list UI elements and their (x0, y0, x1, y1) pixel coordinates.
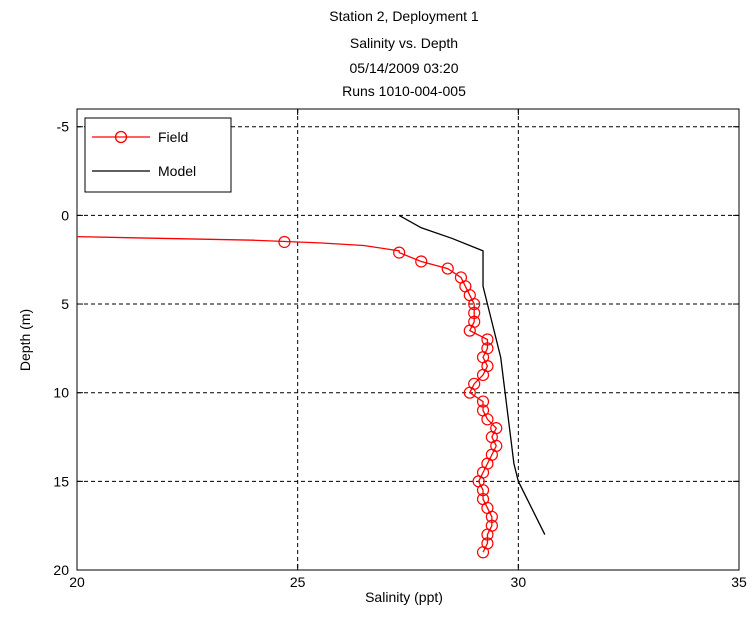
chart-title: Station 2, Deployment 1 Salinity vs. Dep… (329, 8, 479, 99)
model-series-line (399, 215, 545, 534)
title-line-3: 05/14/2009 03:20 (350, 60, 459, 76)
x-tick-label: 20 (69, 574, 85, 590)
y-tick-label: 0 (61, 207, 69, 223)
x-tick-label: 25 (290, 574, 306, 590)
y-tick-label: 10 (53, 385, 69, 401)
x-tick-labels: 20 25 30 35 (69, 574, 747, 590)
x-tick-label: 30 (511, 574, 527, 590)
x-tick-label: 35 (731, 574, 747, 590)
y-tick-label: 15 (53, 473, 69, 489)
series (77, 215, 545, 557)
field-series-line (77, 237, 496, 553)
x-axis-label: Salinity (ppt) (365, 589, 443, 605)
y-tick-label: 5 (61, 296, 69, 312)
title-line-1: Station 2, Deployment 1 (329, 8, 479, 24)
y-tick-labels: -5 0 5 10 15 20 (53, 119, 69, 578)
y-tick-label: -5 (57, 119, 70, 135)
legend-model-label: Model (158, 163, 196, 179)
title-line-2: Salinity vs. Depth (350, 35, 458, 51)
legend-field-label: Field (158, 129, 188, 145)
legend: Field Model (85, 118, 231, 192)
title-line-4: Runs 1010-004-005 (342, 83, 466, 99)
y-axis-label: Depth (m) (17, 309, 33, 371)
y-tick-label: 20 (53, 562, 69, 578)
